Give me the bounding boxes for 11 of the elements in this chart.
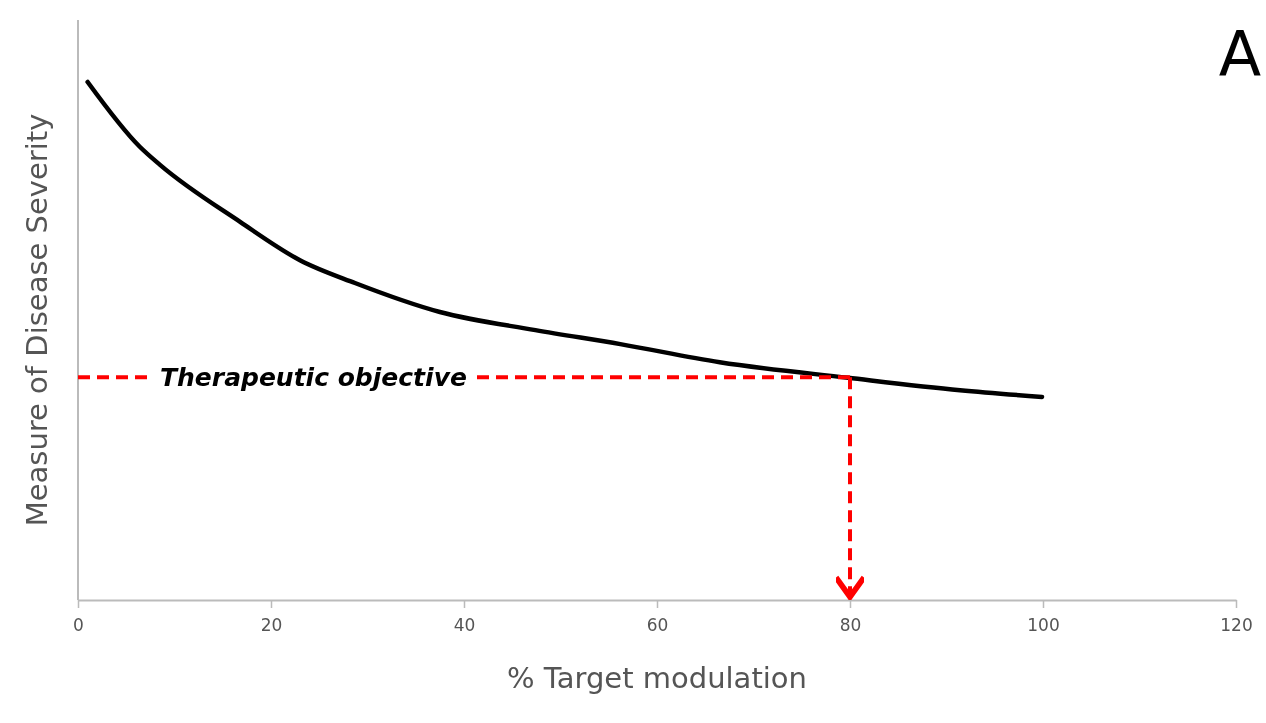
x-tick-label: 20 [260,615,283,636]
x-tick-label: 40 [453,615,476,636]
y-axis-title: Measure of Disease Severity [20,113,54,527]
x-tick-label: 100 [1027,615,1060,636]
annotation: A [1218,18,1262,91]
x-tick-label: 0 [73,615,84,636]
x-tick-label: 60 [646,615,669,636]
x-axis-title: % Target modulation [507,661,807,695]
x-tick-label: 120 [1220,615,1253,636]
x-tick-label: 80 [839,615,862,636]
ref-line-label: Therapeutic objective [160,363,467,393]
